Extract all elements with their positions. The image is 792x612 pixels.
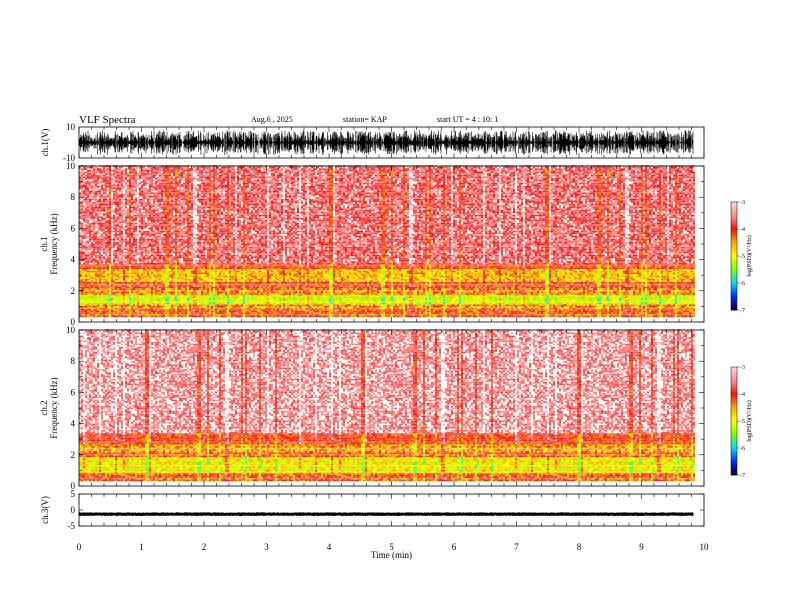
figure-title: VLF Spectra: [79, 114, 136, 126]
time-tick-label: 0: [77, 542, 82, 552]
time-tick-label: 9: [639, 542, 644, 552]
time-tick-label: 10: [700, 542, 710, 552]
ch3-ytick-label: 5: [71, 489, 76, 499]
ch1-spec-ytick-label: 4: [71, 255, 76, 265]
time-axis-label: Time (min): [371, 550, 412, 560]
ch1-spec-ytick-label: 2: [71, 286, 76, 296]
ch3-waveform-line: [79, 512, 693, 516]
ch1-ylabel: ch.1(V): [40, 129, 50, 157]
ch1-colorbar-tick-label: -3: [740, 200, 745, 206]
ch1-colorbar-tick-label: -4: [740, 227, 745, 233]
time-tick-label: 8: [577, 542, 582, 552]
ch2-colorbar-tick-label: -6: [740, 446, 745, 452]
ch1-colorbar-tick-label: -5: [740, 254, 745, 260]
ch3-ytick-label: -5: [68, 521, 76, 531]
ch2-spec-ytick-label: 6: [71, 387, 76, 397]
ch1-spec-ylabel: ch.1: [39, 236, 49, 251]
ch2-spec-ytick-label: 8: [71, 356, 76, 366]
vlf-figure: VLF Spectra Aug.6 , 2025 station= KAP st…: [0, 0, 792, 612]
ch1-spec-ylabel: Frequency (kHz): [49, 213, 59, 274]
ch2-spec-ytick-label: 4: [71, 419, 76, 429]
ch1-ytick-label: 10: [66, 122, 76, 132]
ch2-spec-ylabel: ch.2: [39, 400, 49, 415]
ch1-spec-ytick-label: 8: [71, 192, 76, 202]
ch2-colorbar-tick-label: -4: [740, 392, 745, 398]
ch3-ylabel: ch.3(V): [40, 496, 50, 524]
ch1-colorbar-tick-label: -6: [740, 281, 745, 287]
ch2-colorbar-tick-label: -7: [740, 473, 745, 479]
ch2-spec-ylabel: Frequency (kHz): [49, 377, 59, 438]
ch1-waveform-line: [79, 130, 693, 155]
station-label: station= KAP: [343, 115, 387, 124]
time-tick-label: 2: [202, 542, 207, 552]
ch1-spec-cells: [79, 165, 695, 317]
ch2-colorbar-tick-label: -5: [740, 419, 745, 425]
ch1-colorbar-label: log(PSD)(V²/Hz): [746, 235, 753, 276]
time-tick-label: 6: [452, 542, 457, 552]
ch3-waveform-panel: 5 0 -5 ch.3(V): [40, 489, 704, 531]
start-time-label: start UT = 4 : 10: 1: [437, 115, 498, 124]
ch2-colorbar: -3 -4 -5 -6 -7 log(PSD)(V²/Hz): [731, 365, 753, 479]
time-tick-label: 1: [139, 542, 144, 552]
date-label: Aug.6 , 2025: [251, 115, 293, 124]
time-tick-label: 3: [264, 542, 269, 552]
ch1-spec-ytick-label: 6: [71, 223, 76, 233]
ch3-ytick-label: 0: [71, 505, 76, 515]
ch2-spec-ytick-label: 10: [66, 325, 76, 335]
ch2-colorbar-tick-label: -3: [740, 365, 745, 371]
ch2-spec-ytick-label: 2: [71, 450, 76, 460]
time-tick-label: 7: [514, 542, 519, 552]
ch1-colorbar: -3 -4 -5 -6 -7 log(PSD)(V²/Hz): [731, 200, 753, 314]
ch2-colorbar-label: log(PSD)(V²/Hz): [746, 400, 753, 441]
ch1-colorbar-tick-label: -7: [740, 308, 745, 314]
ch1-spec-ytick-label: 10: [66, 161, 76, 171]
time-tick-label: 4: [327, 542, 332, 552]
